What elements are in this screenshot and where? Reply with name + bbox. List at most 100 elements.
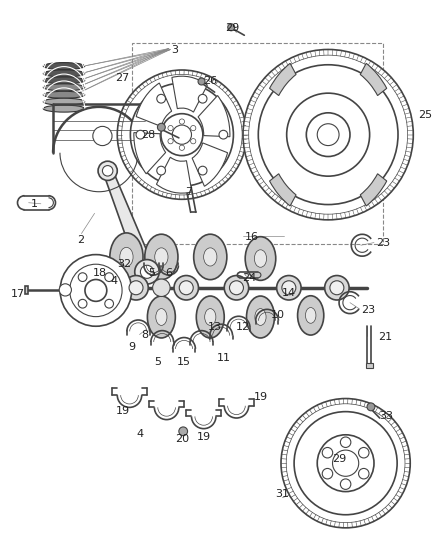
Ellipse shape — [43, 77, 85, 84]
Text: 23: 23 — [361, 305, 375, 315]
Text: 10: 10 — [271, 310, 285, 320]
Ellipse shape — [332, 450, 359, 477]
Text: 19: 19 — [254, 392, 268, 402]
Ellipse shape — [340, 437, 351, 448]
Ellipse shape — [198, 166, 207, 175]
Text: 5: 5 — [148, 268, 155, 278]
Ellipse shape — [205, 309, 216, 325]
Ellipse shape — [359, 469, 369, 479]
Wedge shape — [360, 63, 387, 95]
Wedge shape — [136, 83, 172, 126]
Ellipse shape — [161, 114, 203, 156]
Ellipse shape — [340, 479, 351, 489]
Text: 24: 24 — [243, 273, 257, 283]
Text: 13: 13 — [208, 322, 222, 332]
Text: 11: 11 — [216, 353, 230, 362]
Text: 29: 29 — [225, 23, 239, 33]
Text: 8: 8 — [141, 330, 148, 340]
Ellipse shape — [78, 273, 87, 281]
Polygon shape — [366, 364, 373, 368]
Text: 3: 3 — [171, 45, 178, 54]
Ellipse shape — [124, 276, 148, 300]
Ellipse shape — [43, 105, 85, 112]
Text: 4: 4 — [137, 429, 144, 439]
Ellipse shape — [228, 24, 235, 31]
Ellipse shape — [60, 255, 132, 326]
Ellipse shape — [172, 125, 191, 144]
Wedge shape — [269, 174, 296, 206]
Text: 5: 5 — [154, 357, 161, 367]
Ellipse shape — [105, 300, 113, 308]
Text: 4: 4 — [111, 277, 118, 286]
Ellipse shape — [168, 139, 173, 144]
Text: 12: 12 — [236, 322, 250, 332]
Ellipse shape — [287, 93, 370, 176]
Ellipse shape — [110, 233, 143, 281]
Wedge shape — [172, 76, 207, 112]
Ellipse shape — [305, 308, 316, 324]
Ellipse shape — [191, 125, 196, 131]
Ellipse shape — [156, 309, 167, 325]
Ellipse shape — [157, 166, 166, 175]
Ellipse shape — [148, 296, 175, 338]
Ellipse shape — [243, 50, 413, 220]
Ellipse shape — [141, 265, 153, 278]
Text: 15: 15 — [177, 357, 191, 367]
Ellipse shape — [179, 119, 184, 124]
Text: 7: 7 — [185, 187, 192, 197]
Ellipse shape — [105, 273, 113, 281]
Wedge shape — [360, 174, 387, 206]
Bar — [132, 43, 383, 244]
Text: 28: 28 — [141, 130, 155, 140]
Text: 31: 31 — [276, 489, 290, 499]
Ellipse shape — [224, 276, 249, 300]
Ellipse shape — [93, 126, 112, 146]
Ellipse shape — [330, 281, 344, 295]
Text: 16: 16 — [245, 232, 259, 243]
Ellipse shape — [78, 300, 87, 308]
Text: 25: 25 — [418, 110, 432, 120]
Text: 20: 20 — [175, 434, 189, 444]
Ellipse shape — [43, 62, 85, 70]
Text: 9: 9 — [128, 342, 135, 352]
Ellipse shape — [155, 248, 168, 266]
Ellipse shape — [322, 448, 333, 458]
Ellipse shape — [198, 78, 205, 85]
Text: 17: 17 — [11, 289, 25, 299]
Ellipse shape — [117, 70, 247, 199]
Ellipse shape — [322, 469, 333, 479]
Ellipse shape — [317, 124, 339, 146]
Ellipse shape — [294, 411, 397, 515]
Text: 1: 1 — [31, 199, 38, 209]
Ellipse shape — [179, 145, 184, 150]
Text: 23: 23 — [376, 238, 390, 247]
Ellipse shape — [129, 281, 143, 295]
Ellipse shape — [219, 130, 228, 139]
Ellipse shape — [135, 260, 159, 284]
Ellipse shape — [247, 296, 275, 338]
Ellipse shape — [282, 281, 296, 295]
Ellipse shape — [43, 84, 85, 91]
Text: 33: 33 — [380, 411, 394, 422]
Ellipse shape — [297, 296, 324, 335]
Ellipse shape — [85, 279, 107, 301]
Text: 14: 14 — [282, 288, 296, 298]
Text: 6: 6 — [165, 268, 172, 278]
Text: 19: 19 — [197, 432, 211, 442]
Ellipse shape — [43, 70, 85, 77]
Ellipse shape — [194, 234, 227, 280]
Text: 27: 27 — [115, 73, 130, 83]
Ellipse shape — [70, 264, 122, 317]
Ellipse shape — [277, 276, 301, 300]
Ellipse shape — [245, 237, 276, 280]
Ellipse shape — [168, 125, 173, 131]
Ellipse shape — [131, 83, 233, 186]
Text: 26: 26 — [203, 77, 217, 86]
Ellipse shape — [102, 166, 113, 176]
Ellipse shape — [43, 91, 85, 98]
Ellipse shape — [359, 448, 369, 458]
Ellipse shape — [254, 250, 267, 267]
Ellipse shape — [152, 279, 170, 296]
Ellipse shape — [157, 94, 166, 103]
Text: 21: 21 — [378, 332, 392, 342]
